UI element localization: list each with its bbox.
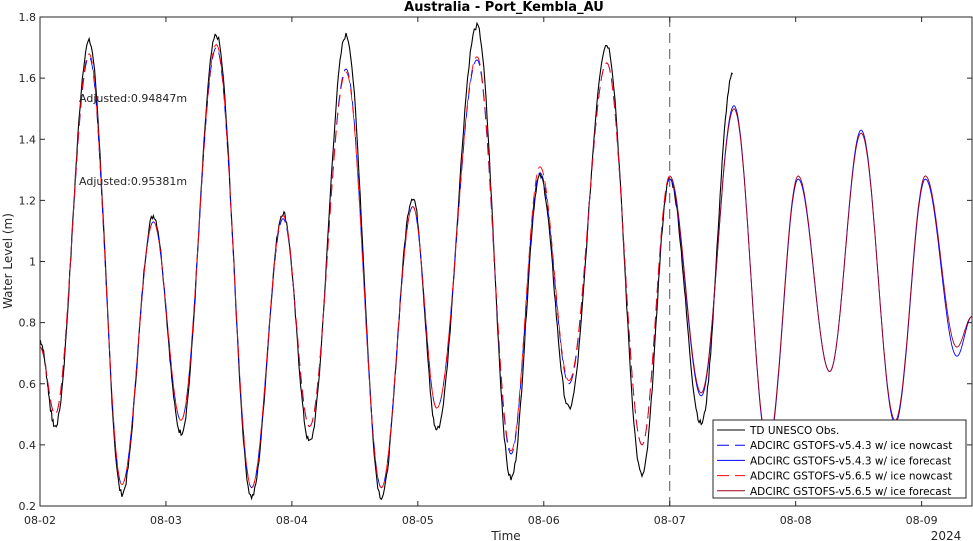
series-v565-forecast [669, 108, 973, 446]
x-tick-label: 08-06 [528, 514, 560, 527]
x-tick-label: 08-02 [24, 514, 56, 527]
y-tick-label: 1.8 [19, 11, 37, 24]
y-axis: 0.2 0.4 0.6 0.8 1 1.2 1.4 1.6 1.8 [19, 11, 972, 513]
legend-label: ADCIRC GSTOFS-v5.6.5 w/ ice nowcast [750, 471, 952, 483]
annotation-adjusted-v565: Adjusted:0.95381m [79, 175, 187, 188]
x-tick-label: 08-05 [402, 514, 434, 527]
legend-item-v543-nowcast: ADCIRC GSTOFS-v5.4.3 w/ ice nowcast [717, 440, 952, 452]
legend-label: ADCIRC GSTOFS-v5.6.5 w/ ice forecast [750, 486, 951, 498]
y-tick-label: 1 [29, 256, 36, 269]
x-tick-label: 08-03 [150, 514, 182, 527]
series-v565-nowcast [39, 43, 670, 489]
x-tick-label: 08-09 [906, 514, 938, 527]
legend-label: TD UNESCO Obs. [749, 425, 839, 437]
legend-item-obs: TD UNESCO Obs. [717, 425, 839, 437]
y-tick-label: 0.8 [19, 317, 37, 330]
year-label: 2024 [931, 529, 962, 541]
chart-title: Australia - Port_Kembla_AU [404, 0, 604, 15]
y-tick-label: 1.6 [19, 72, 37, 85]
legend-items: TD UNESCO Obs. ADCIRC GSTOFS-v5.4.3 w/ ic… [717, 425, 952, 498]
x-tick-label: 08-08 [780, 514, 812, 527]
y-axis-label: Water Level (m) [1, 213, 15, 309]
y-tick-label: 1.2 [19, 194, 37, 207]
x-tick-label: 08-04 [276, 514, 308, 527]
legend-label: ADCIRC GSTOFS-v5.4.3 w/ ice nowcast [750, 440, 952, 452]
legend-item-v543-forecast: ADCIRC GSTOFS-v5.4.3 w/ ice forecast [717, 455, 951, 467]
y-tick-label: 1.4 [19, 133, 37, 146]
y-tick-label: 0.4 [19, 439, 37, 452]
legend-box [712, 419, 967, 499]
legend-item-v565-forecast: ADCIRC GSTOFS-v5.6.5 w/ ice forecast [717, 486, 951, 498]
legend-label: ADCIRC GSTOFS-v5.4.3 w/ ice forecast [750, 455, 951, 467]
annotation-adjusted-v543: Adjusted:0.94847m [79, 92, 187, 105]
y-tick-label: 0.2 [19, 500, 37, 513]
y-tick-label: 0.6 [19, 378, 37, 391]
x-axis-label: Time [490, 529, 520, 541]
legend: TD UNESCO Obs. ADCIRC GSTOFS-v5.4.3 w/ ic… [712, 419, 967, 499]
series-layer [39, 21, 973, 501]
x-axis: 08-02 08-03 08-04 08-05 08-06 08-07 08-08 08-09 [24, 17, 938, 527]
legend-item-v565-nowcast: ADCIRC GSTOFS-v5.6.5 w/ ice nowcast [717, 471, 952, 483]
x-tick-label: 08-07 [654, 514, 686, 527]
